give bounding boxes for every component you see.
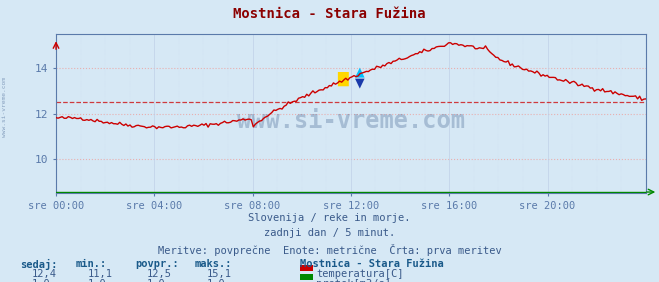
- Text: sedaj:: sedaj:: [20, 259, 57, 270]
- Text: 1,0: 1,0: [32, 279, 50, 282]
- Text: min.:: min.:: [76, 259, 107, 269]
- Text: Mostnica - Stara Fužina: Mostnica - Stara Fužina: [300, 259, 444, 269]
- Text: █: █: [337, 71, 347, 86]
- Text: 1,0: 1,0: [88, 279, 106, 282]
- Text: www.si-vreme.com: www.si-vreme.com: [2, 77, 7, 137]
- Text: povpr.:: povpr.:: [135, 259, 179, 269]
- Text: 15,1: 15,1: [206, 269, 231, 279]
- Text: 1,0: 1,0: [206, 279, 225, 282]
- Text: maks.:: maks.:: [194, 259, 232, 269]
- Text: Meritve: povprečne  Enote: metrične  Črta: prva meritev: Meritve: povprečne Enote: metrične Črta:…: [158, 244, 501, 256]
- Text: 1,0: 1,0: [147, 279, 165, 282]
- Text: ▲: ▲: [355, 66, 364, 79]
- Text: 12,4: 12,4: [32, 269, 57, 279]
- Text: temperatura[C]: temperatura[C]: [316, 269, 404, 279]
- Text: 11,1: 11,1: [88, 269, 113, 279]
- Text: Slovenija / reke in morje.: Slovenija / reke in morje.: [248, 213, 411, 223]
- Text: 12,5: 12,5: [147, 269, 172, 279]
- Text: ▼: ▼: [355, 77, 364, 90]
- Text: Mostnica - Stara Fužina: Mostnica - Stara Fužina: [233, 7, 426, 21]
- Text: www.si-vreme.com: www.si-vreme.com: [237, 109, 465, 133]
- Text: zadnji dan / 5 minut.: zadnji dan / 5 minut.: [264, 228, 395, 238]
- Text: pretok[m3/s]: pretok[m3/s]: [316, 279, 391, 282]
